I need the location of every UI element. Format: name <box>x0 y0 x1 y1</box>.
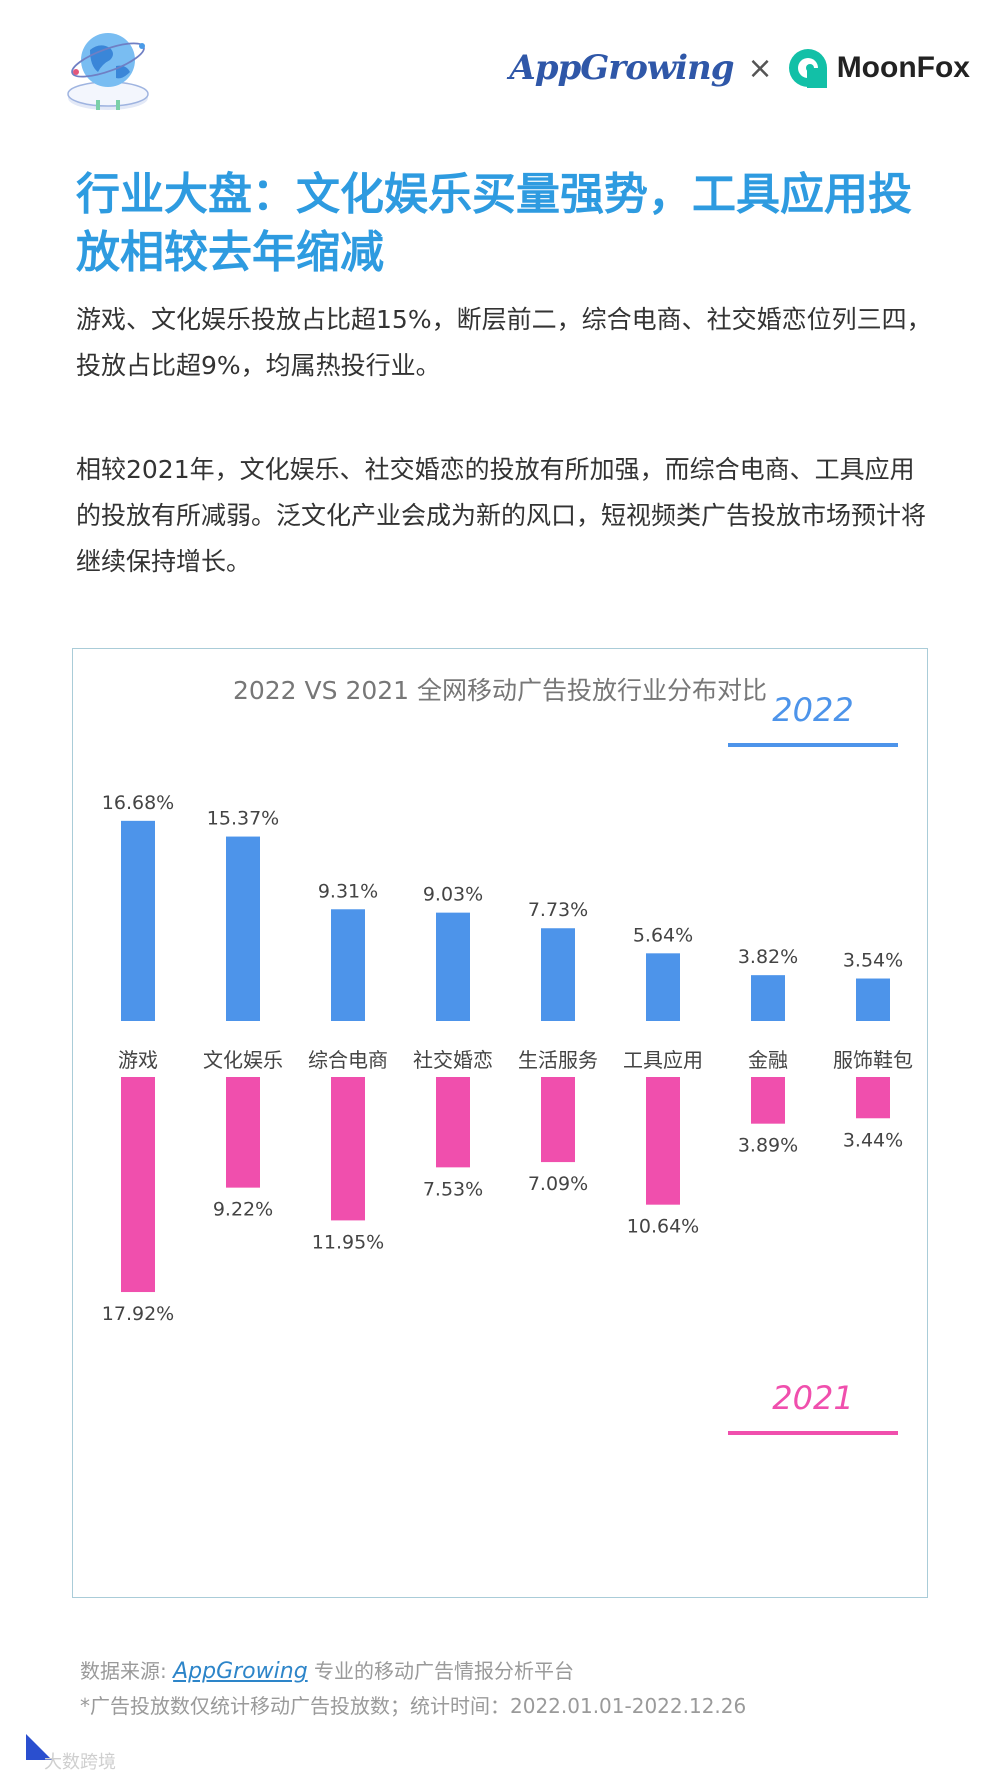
bar-2022 <box>226 836 260 1021</box>
data-label-2022: 9.03% <box>423 884 483 906</box>
moonfox-logo: MoonFox <box>787 47 970 89</box>
source-line: 数据来源: AppGrowing 专业的移动广告情报分析平台 <box>80 1655 574 1684</box>
paragraph-2: 相较2021年，文化娱乐、社交婚恋的投放有所加强，而综合电商、工具应用的投放有所… <box>76 455 927 576</box>
brand-separator: × <box>747 50 773 86</box>
bar-2021 <box>226 1077 260 1188</box>
data-label-2022: 7.73% <box>528 899 588 921</box>
data-label-2021: 17.92% <box>102 1303 174 1325</box>
brand-header: AppGrowing × MoonFox <box>509 40 970 96</box>
bar-2021 <box>121 1077 155 1293</box>
data-label-2021: 7.53% <box>423 1178 483 1200</box>
appgrowing-logo: AppGrowing <box>509 48 734 88</box>
legend-line-2021 <box>728 1431 898 1435</box>
moonfox-logo-icon <box>788 49 827 88</box>
bar-2021 <box>856 1077 890 1119</box>
category-label: 金融 <box>748 1048 788 1072</box>
category-label: 游戏 <box>118 1048 158 1072</box>
bar-2021 <box>436 1077 470 1168</box>
data-label-2021: 11.95% <box>312 1231 384 1253</box>
bar-2022 <box>856 978 890 1021</box>
legend-label-2022: 2022 <box>772 691 853 729</box>
bar-2022 <box>331 909 365 1021</box>
paragraph-1: 游戏、文化娱乐投放占比超15%，断层前二，综合电商、社交婚恋位列三四，投放占比超… <box>76 305 932 380</box>
data-label-2021: 3.89% <box>738 1135 798 1157</box>
chart-title: 2022 VS 2021 全网移动广告投放行业分布对比 <box>232 676 768 705</box>
category-label: 生活服务 <box>518 1048 598 1072</box>
category-label: 文化娱乐 <box>203 1048 283 1072</box>
category-label: 服饰鞋包 <box>833 1048 913 1072</box>
globe-icon <box>67 33 149 110</box>
source-suffix: 专业的移动广告情报分析平台 <box>307 1659 575 1683</box>
data-label-2022: 16.68% <box>102 792 174 814</box>
data-label-2022: 5.64% <box>633 924 693 946</box>
corner-triangle-icon <box>26 1734 52 1760</box>
bar-2022 <box>646 953 680 1021</box>
category-label: 工具应用 <box>623 1048 703 1072</box>
bar-2022 <box>436 912 470 1021</box>
source-prefix: 数据来源: <box>80 1659 174 1683</box>
legend-label-2021: 2021 <box>772 1379 853 1417</box>
bar-chart: 游戏 16.68% 17.92% 文化娱乐 15.37% 9.22% 综合电商 9.31% 11… <box>102 691 913 1435</box>
chart-container: 2022 VS 2021 全网移动广告投放行业分布对比 游戏 16.68% 17.9… <box>72 648 928 1598</box>
moonfox-name: MoonFox <box>836 51 970 84</box>
bar-2022 <box>121 820 155 1021</box>
bar-2022 <box>751 975 785 1021</box>
stats-note: *广告投放数仅统计移动广告投放数；统计时间：2022.01.01-2022.12… <box>80 1694 747 1718</box>
source-link[interactable]: AppGrowing <box>173 1659 308 1684</box>
data-label-2021: 10.64% <box>627 1216 699 1238</box>
data-label-2022: 15.37% <box>207 808 279 830</box>
bar-2022 <box>541 928 575 1021</box>
category-label: 综合电商 <box>308 1048 388 1072</box>
data-label-2021: 9.22% <box>213 1199 273 1221</box>
bar-2021 <box>751 1077 785 1124</box>
bar-2021 <box>646 1077 680 1205</box>
data-label-2022: 3.54% <box>843 950 903 972</box>
data-label-2021: 3.44% <box>843 1129 903 1151</box>
watermark: 大数跨境 <box>44 1752 116 1773</box>
legend-line-2022 <box>728 743 898 747</box>
data-label-2022: 9.31% <box>318 880 378 902</box>
data-label-2021: 7.09% <box>528 1173 588 1195</box>
data-label-2022: 3.82% <box>738 946 798 968</box>
category-label: 社交婚恋 <box>413 1048 493 1072</box>
bar-2021 <box>541 1077 575 1163</box>
page-title: 行业大盘：文化娱乐买量强势，工具应用投放相较去年缩减 <box>76 169 912 278</box>
bar-2021 <box>331 1077 365 1221</box>
